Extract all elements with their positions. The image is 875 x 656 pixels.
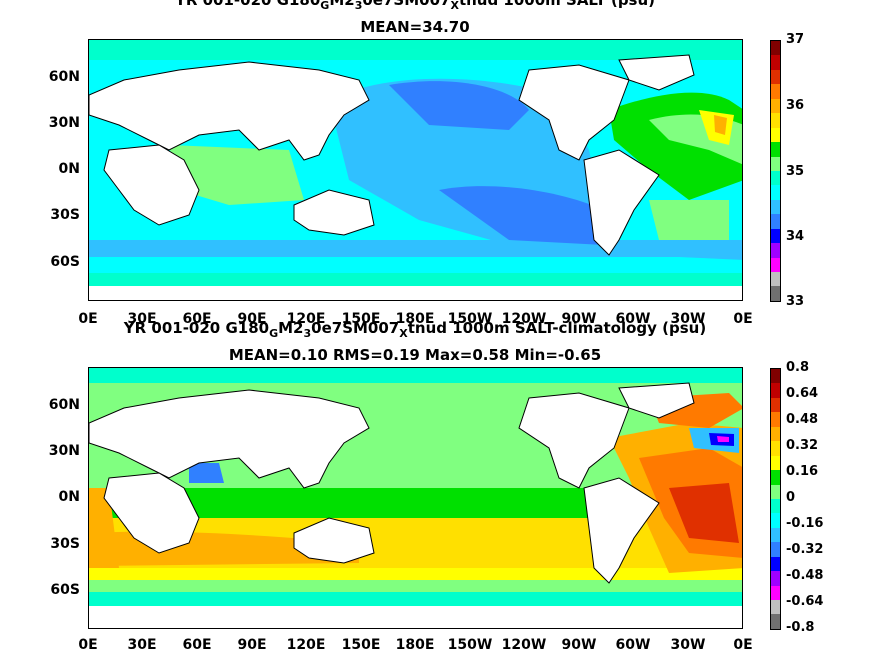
colorbar-swatch — [771, 484, 780, 499]
lon-label: 30W — [670, 311, 706, 327]
colorbar-swatch — [771, 156, 780, 171]
colorbar-swatch — [771, 257, 780, 272]
colorbar-anomaly — [770, 368, 781, 630]
colorbar-swatch — [771, 585, 780, 600]
colorbar-salinity — [770, 40, 781, 302]
colorbar-swatch — [771, 470, 780, 485]
lat-label-60s: 60S — [50, 582, 80, 598]
colorbar-label: -0.8 — [786, 620, 815, 635]
colorbar-label: 0.64 — [786, 386, 819, 401]
colorbar-swatch — [771, 412, 780, 427]
colorbar-swatch — [771, 614, 780, 629]
colorbar-label: -0.32 — [786, 542, 824, 557]
lon-label: 30E — [127, 637, 157, 653]
colorbar-swatch — [771, 185, 780, 200]
colorbar-swatch — [771, 142, 780, 157]
lat-label-30s: 30S — [50, 207, 80, 223]
colorbar-label: 0.48 — [786, 412, 819, 427]
colorbar-label: -0.64 — [786, 594, 824, 609]
colorbar-swatch — [771, 228, 780, 244]
lon-label: 60W — [615, 637, 651, 653]
lon-label: 180E — [395, 311, 435, 327]
colorbar-swatch — [771, 383, 780, 398]
colorbar-label: 34 — [786, 229, 805, 244]
lon-label: 60E — [182, 637, 212, 653]
lon-label: 0E — [78, 311, 98, 327]
lon-label: 0E — [733, 311, 753, 327]
colorbar-swatch — [771, 243, 780, 258]
salinity-anomaly-map — [88, 367, 743, 629]
lon-label: 120E — [286, 637, 326, 653]
colorbar-label: 36 — [786, 98, 805, 113]
colorbar-swatch — [771, 286, 780, 301]
lon-label: 150E — [341, 311, 381, 327]
colorbar-label: 0.8 — [786, 360, 810, 375]
lon-label: 120W — [501, 637, 547, 653]
colorbar-label: 0.32 — [786, 438, 819, 453]
colorbar-label: 0 — [786, 490, 796, 505]
colorbar-label: 33 — [786, 294, 805, 309]
colorbar-swatch — [771, 571, 780, 586]
lon-label: 150W — [447, 311, 493, 327]
lat-label-30n: 30N — [48, 115, 80, 131]
lon-label: 150E — [341, 637, 381, 653]
colorbar-swatch — [771, 41, 780, 56]
colorbar-swatch — [771, 113, 780, 128]
lat-label-60s: 60S — [50, 254, 80, 270]
colorbar-label: -0.16 — [786, 516, 824, 531]
lat-label-60n: 60N — [48, 397, 80, 413]
colorbar-label: 35 — [786, 164, 805, 179]
colorbar-swatch — [771, 426, 780, 442]
colorbar-swatch — [771, 272, 780, 287]
colorbar-swatch — [771, 69, 780, 85]
lon-label: 90E — [237, 311, 267, 327]
colorbar-swatch — [771, 513, 780, 528]
colorbar-swatch — [771, 455, 780, 471]
salinity-map — [88, 39, 743, 301]
lat-label-0n: 0N — [58, 161, 80, 177]
lon-label: 0E — [78, 637, 98, 653]
colorbar-swatch — [771, 600, 780, 615]
colorbar-swatch — [771, 98, 780, 114]
lon-label: 90W — [561, 637, 597, 653]
panel2-subtitle: MEAN=0.10 RMS=0.19 Max=0.58 Min=-0.65 — [228, 346, 602, 364]
lon-label: 60E — [182, 311, 212, 327]
panel1-title: YR 001-020 G180GM230e7SM007Xtnud 1000m S… — [174, 0, 656, 12]
lat-label-30n: 30N — [48, 443, 80, 459]
panel1-subtitle: MEAN=34.70 — [360, 18, 470, 36]
colorbar-label: 0.16 — [786, 464, 819, 479]
colorbar-swatch — [771, 127, 780, 143]
lon-label: 30E — [127, 311, 157, 327]
lon-label: 90W — [561, 311, 597, 327]
lat-label-60n: 60N — [48, 69, 80, 85]
colorbar-swatch — [771, 55, 780, 70]
lat-label-30s: 30S — [50, 536, 80, 552]
colorbar-swatch — [771, 556, 780, 572]
lon-label: 90E — [237, 637, 267, 653]
colorbar-swatch — [771, 170, 780, 186]
panel2-title: YR 001-020 G180GM230e7SM007Xtnud 1000m S… — [123, 319, 707, 340]
colorbar-swatch — [771, 84, 780, 99]
colorbar-swatch — [771, 214, 780, 229]
lon-label: 180E — [395, 637, 435, 653]
lon-label: 0E — [733, 637, 753, 653]
lon-label: 120E — [286, 311, 326, 327]
lat-label-0n: 0N — [58, 489, 80, 505]
colorbar-swatch — [771, 441, 780, 456]
colorbar-label: -0.48 — [786, 568, 824, 583]
colorbar-swatch — [771, 397, 780, 413]
colorbar-swatch — [771, 369, 780, 384]
lon-label: 150W — [447, 637, 493, 653]
lon-label: 120W — [501, 311, 547, 327]
colorbar-label: 37 — [786, 32, 805, 47]
lon-label: 30W — [670, 637, 706, 653]
colorbar-swatch — [771, 498, 780, 514]
colorbar-swatch — [771, 199, 780, 215]
colorbar-swatch — [771, 542, 780, 557]
colorbar-swatch — [771, 527, 780, 543]
lon-label: 60W — [615, 311, 651, 327]
